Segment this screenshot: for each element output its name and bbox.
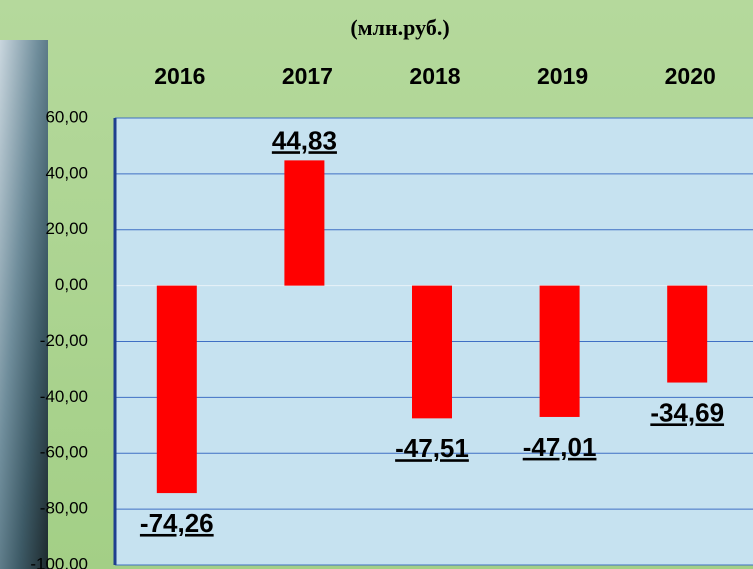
- y-tick-label: -80,00: [40, 499, 88, 518]
- bar: [539, 285, 580, 417]
- x-category-label: 2020: [665, 63, 716, 89]
- bar: [667, 285, 708, 383]
- bar: [156, 285, 197, 494]
- side-photo: [0, 40, 48, 569]
- y-tick-label: -100,00: [30, 554, 88, 569]
- value-label: 44,83: [272, 125, 337, 155]
- y-tick-label: 60,00: [45, 107, 88, 126]
- bar: [284, 160, 325, 286]
- y-tick-label: 40,00: [45, 163, 88, 182]
- bar: [412, 285, 452, 419]
- value-label: -47,01: [523, 432, 597, 462]
- y-tick-label: 0,00: [55, 275, 88, 294]
- x-category-label: 2019: [537, 63, 588, 89]
- value-label: -47,51: [395, 433, 469, 463]
- x-category-label: 2018: [409, 63, 460, 89]
- x-category-label: 2016: [154, 63, 205, 89]
- y-tick-label: -60,00: [40, 443, 88, 462]
- y-tick-label: -40,00: [40, 387, 88, 406]
- y-tick-label: -20,00: [40, 331, 88, 350]
- value-label: -74,26: [140, 508, 214, 538]
- value-label: -34,69: [650, 397, 724, 427]
- subtitle: (млн.руб.): [350, 15, 449, 40]
- x-category-label: 2017: [282, 63, 333, 89]
- y-tick-label: 20,00: [45, 219, 88, 238]
